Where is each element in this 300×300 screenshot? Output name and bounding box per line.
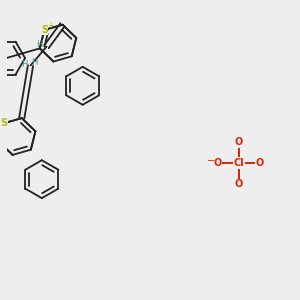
Text: S: S (0, 118, 7, 128)
Text: −: − (207, 156, 215, 166)
Text: O: O (214, 158, 222, 168)
Text: O: O (256, 158, 264, 168)
Text: +: + (48, 21, 54, 30)
Text: O: O (235, 179, 243, 189)
Text: H: H (21, 60, 27, 69)
Text: H: H (36, 40, 42, 49)
Text: O: O (235, 137, 243, 147)
Text: H: H (31, 58, 37, 67)
Text: S: S (41, 25, 48, 35)
Text: Cl: Cl (233, 158, 244, 168)
